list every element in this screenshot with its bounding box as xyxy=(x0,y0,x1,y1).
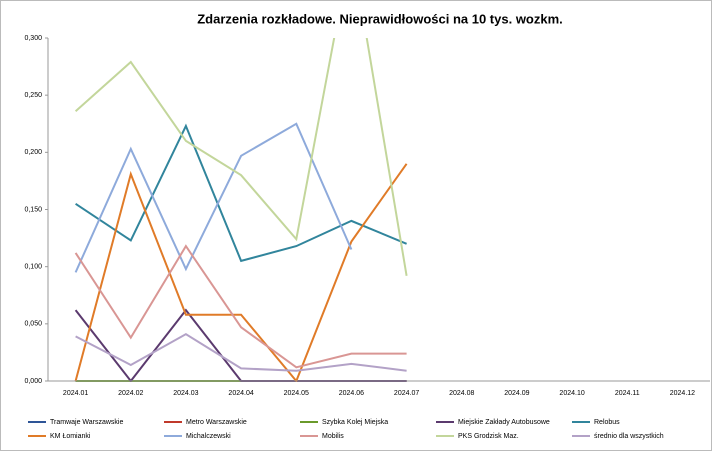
y-tick-label: 0,000 xyxy=(24,378,42,385)
x-tick-label: 2024.08 xyxy=(449,390,474,397)
x-tick-label: 2024.04 xyxy=(228,390,253,397)
x-tick-label: 2024.05 xyxy=(284,390,309,397)
series-line xyxy=(74,163,408,382)
series-line xyxy=(75,332,407,372)
chart-title: Zdarzenia rozkładowe. Nieprawidłowości n… xyxy=(197,11,563,26)
x-tick-label: 2024.12 xyxy=(670,390,695,397)
legend-label: KM Łomianki xyxy=(50,433,91,440)
y-tick-label: 0,200 xyxy=(24,149,42,156)
legend-label: Tramwaje Warszawskie xyxy=(50,419,123,426)
y-tick-label: 0,100 xyxy=(24,264,42,271)
legend-label: średnio dla wszystkich xyxy=(594,433,664,440)
x-tick-label: 2024.11 xyxy=(615,390,640,397)
x-tick-label: 2024.07 xyxy=(394,390,419,397)
x-tick-label: 2024.02 xyxy=(118,390,143,397)
legend-label: Miejskie Zakłady Autobusowe xyxy=(458,419,550,426)
x-tick-label: 2024.01 xyxy=(63,390,88,397)
y-tick-label: 0,250 xyxy=(24,92,42,99)
legend-label: Relobus xyxy=(594,419,620,426)
legend-label: Metro Warszawskie xyxy=(186,419,247,426)
series-line xyxy=(74,38,408,276)
x-tick-label: 2024.09 xyxy=(504,390,529,397)
x-tick-label: 2024.03 xyxy=(173,390,198,397)
x-tick-label: 2024.10 xyxy=(559,390,584,397)
legend-label: Mobilis xyxy=(322,433,344,440)
series-line xyxy=(74,122,353,273)
legend-label: PKS Grodzisk Maz. xyxy=(458,433,519,440)
y-tick-label: 0,300 xyxy=(24,35,42,42)
y-tick-label: 0,050 xyxy=(24,321,42,328)
series-line xyxy=(75,123,407,263)
legend-label: Michalczewski xyxy=(186,433,231,440)
series-line xyxy=(74,244,407,369)
legend-label: Szybka Kolej Miejska xyxy=(322,419,388,426)
y-tick-label: 0,150 xyxy=(24,206,42,213)
x-tick-label: 2024.06 xyxy=(339,390,364,397)
